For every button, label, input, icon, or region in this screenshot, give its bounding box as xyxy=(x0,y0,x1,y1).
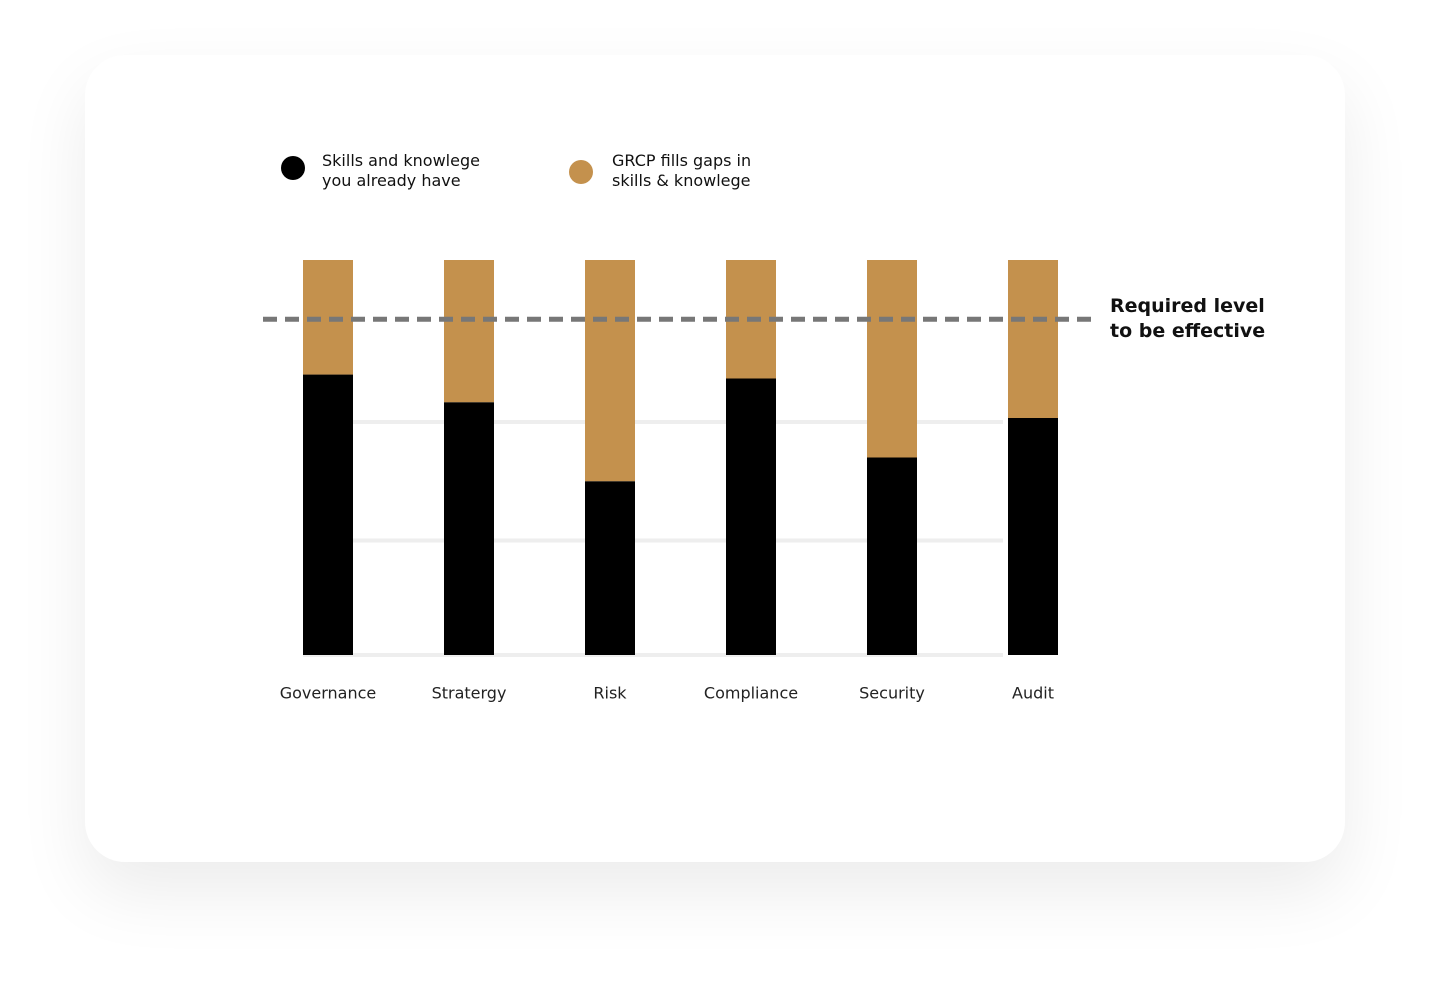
x-tick-label: Compliance xyxy=(704,684,798,703)
legend-label: Skills and knowlege you already have xyxy=(322,151,480,190)
bar-segment xyxy=(1008,260,1058,418)
x-tick-label: Security xyxy=(859,684,925,703)
x-tick-label: Stratergy xyxy=(432,684,507,703)
legend-marker xyxy=(281,156,305,180)
legend-label: GRCP fills gaps in skills & knowlege xyxy=(612,151,752,190)
bar-segment xyxy=(444,402,494,655)
bar-segment xyxy=(444,260,494,403)
reference-label: Required level to be effective xyxy=(1110,295,1266,342)
bar-segment xyxy=(1008,418,1058,655)
bar-segment xyxy=(867,457,917,655)
x-tick-label: Audit xyxy=(1012,684,1054,703)
bar-segment xyxy=(585,481,635,655)
x-tick-label: Governance xyxy=(280,684,377,703)
x-tick-label: Risk xyxy=(593,684,627,703)
bar-segment xyxy=(303,374,353,655)
card xyxy=(85,55,1345,862)
bar-segment xyxy=(726,378,776,655)
legend-marker xyxy=(569,160,593,184)
bar-segment xyxy=(585,260,635,482)
bar-segment xyxy=(867,260,917,458)
